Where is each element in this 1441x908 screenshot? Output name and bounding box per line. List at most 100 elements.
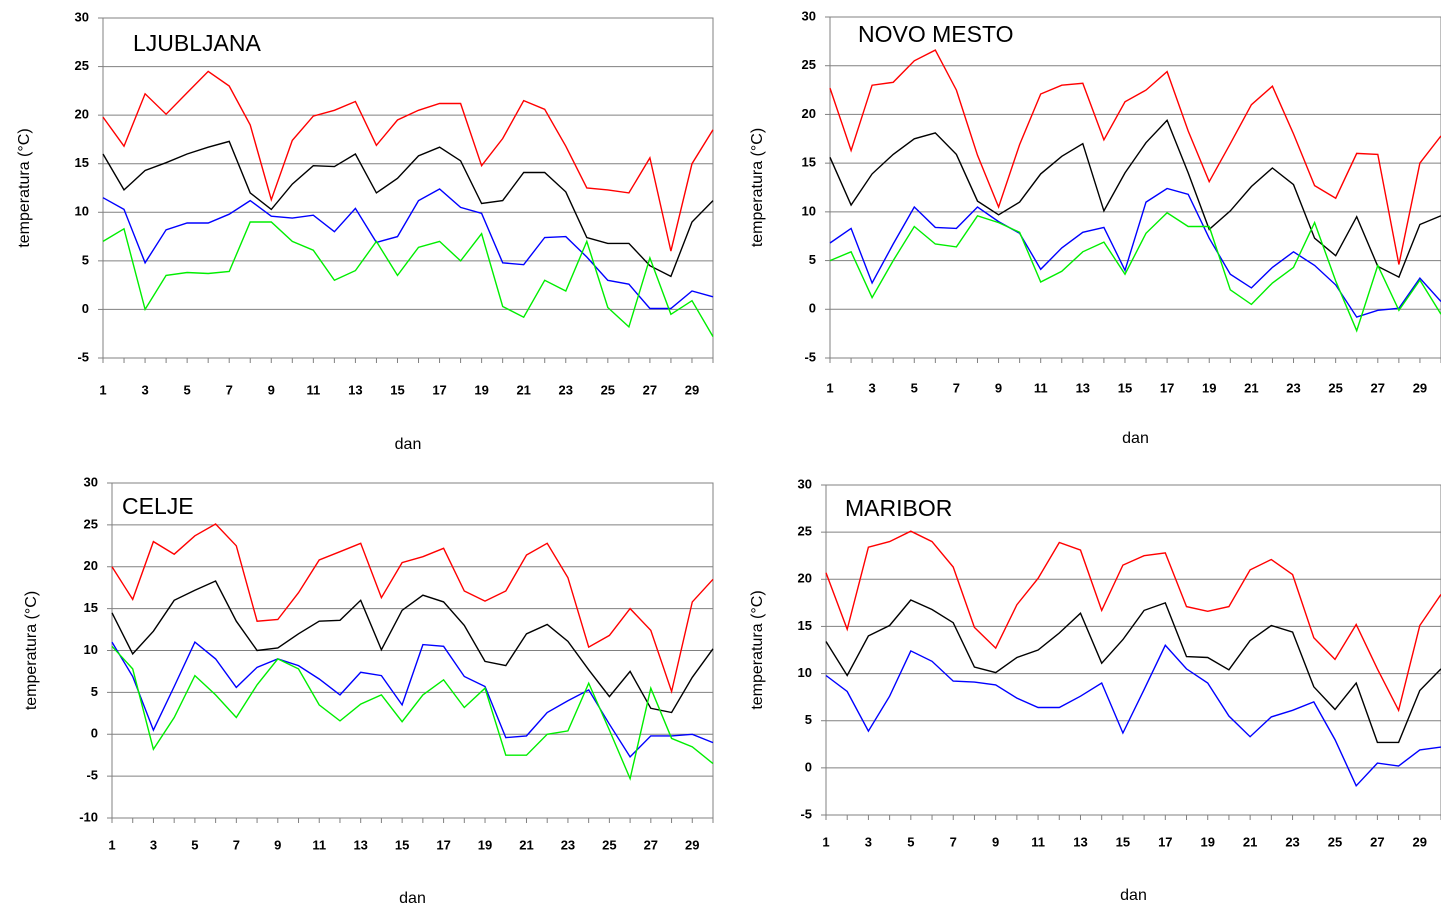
y-tick-label: -10 xyxy=(79,809,98,824)
series-line xyxy=(825,599,1441,744)
plot-area xyxy=(102,17,714,359)
y-tick-label: 15 xyxy=(75,155,89,170)
series-line xyxy=(102,221,714,337)
y-tick-label: -5 xyxy=(804,349,816,364)
x-tick-label: 25 xyxy=(1328,380,1342,395)
y-tick-label: 0 xyxy=(91,726,98,741)
x-tick-label: 1 xyxy=(822,834,829,849)
x-tick-label: 23 xyxy=(1286,380,1300,395)
y-tick-label: 0 xyxy=(82,301,89,316)
x-tick-label: 27 xyxy=(1371,380,1385,395)
x-tick-label: 19 xyxy=(1200,834,1214,849)
y-tick-label: 30 xyxy=(84,474,98,489)
series-line xyxy=(111,645,714,781)
x-tick-label: 9 xyxy=(268,382,275,397)
x-axis-label: dan xyxy=(399,890,426,907)
chart-title: CELJE xyxy=(122,493,194,519)
x-tick-label: 5 xyxy=(911,380,918,395)
x-tick-label: 23 xyxy=(559,382,573,397)
y-tick-label: 0 xyxy=(809,301,816,316)
x-tick-label: 5 xyxy=(184,382,191,397)
x-tick-label: 7 xyxy=(233,837,240,852)
x-tick-label: 19 xyxy=(474,382,488,397)
x-tick-label: 7 xyxy=(226,382,233,397)
x-tick-label: 23 xyxy=(1285,834,1299,849)
x-tick-label: 21 xyxy=(1244,380,1258,395)
x-tick-label: 29 xyxy=(1413,834,1427,849)
series-line xyxy=(825,530,1441,713)
x-tick-label: 13 xyxy=(1076,380,1090,395)
y-axis-label: temperatura (°C) xyxy=(16,128,33,247)
y-tick-label: 15 xyxy=(802,155,816,170)
chart-title: NOVO MESTO xyxy=(858,21,1014,47)
series-line xyxy=(102,188,714,310)
x-axis-label: dan xyxy=(1120,887,1147,904)
y-axis-label: temperatura (°C) xyxy=(749,590,766,709)
x-tick-label: 17 xyxy=(1158,834,1172,849)
x-tick-label: 13 xyxy=(348,382,362,397)
y-tick-label: -5 xyxy=(800,806,812,821)
series-line xyxy=(829,211,1441,333)
x-tick-label: 1 xyxy=(826,380,833,395)
x-tick-label: 3 xyxy=(869,380,876,395)
y-axis-label: temperatura (°C) xyxy=(749,128,766,247)
x-tick-label: 21 xyxy=(1243,834,1257,849)
y-tick-label: 25 xyxy=(84,516,98,531)
series-line xyxy=(825,644,1441,788)
x-axis-label: dan xyxy=(395,436,422,453)
x-tick-label: 19 xyxy=(1202,380,1216,395)
x-tick-label: 27 xyxy=(643,382,657,397)
y-tick-label: 30 xyxy=(798,476,812,491)
x-tick-label: 7 xyxy=(950,834,957,849)
x-tick-label: 15 xyxy=(1118,380,1132,395)
x-tick-label: 29 xyxy=(685,382,699,397)
x-tick-label: 1 xyxy=(99,382,106,397)
x-tick-label: 27 xyxy=(644,837,658,852)
y-tick-label: 20 xyxy=(75,107,89,122)
x-tick-label: 17 xyxy=(436,837,450,852)
series-line xyxy=(829,119,1441,279)
x-tick-label: 13 xyxy=(353,837,367,852)
y-tick-label: 20 xyxy=(84,558,98,573)
series-line xyxy=(829,49,1441,265)
y-axis-label: temperatura (°C) xyxy=(23,591,40,710)
y-tick-label: -5 xyxy=(86,768,98,783)
x-tick-label: 5 xyxy=(191,837,198,852)
y-tick-label: 15 xyxy=(798,618,812,633)
x-tick-label: 23 xyxy=(561,837,575,852)
chart-title: MARIBOR xyxy=(845,495,952,521)
y-tick-label: 25 xyxy=(75,58,89,73)
x-tick-label: 15 xyxy=(1116,834,1130,849)
x-tick-label: 11 xyxy=(1031,834,1045,849)
x-tick-label: 11 xyxy=(1034,380,1048,395)
y-tick-label: 5 xyxy=(805,712,812,727)
x-tick-label: 29 xyxy=(685,837,699,852)
x-axis-label: dan xyxy=(1122,430,1149,447)
series-line xyxy=(102,140,714,278)
x-tick-label: 9 xyxy=(274,837,281,852)
y-tick-label: 15 xyxy=(84,600,98,615)
x-tick-label: 5 xyxy=(907,834,914,849)
x-tick-label: 25 xyxy=(601,382,615,397)
series-line xyxy=(102,70,714,252)
x-tick-label: 15 xyxy=(395,837,409,852)
x-tick-label: 21 xyxy=(516,382,530,397)
y-tick-label: 0 xyxy=(805,759,812,774)
x-tick-label: 11 xyxy=(306,382,320,397)
y-tick-label: 10 xyxy=(802,203,816,218)
x-tick-label: 25 xyxy=(602,837,616,852)
y-tick-label: -5 xyxy=(77,349,89,364)
x-tick-label: 3 xyxy=(150,837,157,852)
series-line xyxy=(111,640,714,759)
x-tick-label: 1 xyxy=(108,837,115,852)
y-tick-label: 10 xyxy=(75,204,89,219)
y-tick-label: 20 xyxy=(802,106,816,121)
chart-title: LJUBLJANA xyxy=(133,30,261,56)
x-tick-label: 3 xyxy=(141,382,148,397)
x-tick-label: 17 xyxy=(432,382,446,397)
x-tick-label: 29 xyxy=(1413,380,1427,395)
series-line xyxy=(111,580,714,714)
y-tick-label: 5 xyxy=(809,252,816,267)
